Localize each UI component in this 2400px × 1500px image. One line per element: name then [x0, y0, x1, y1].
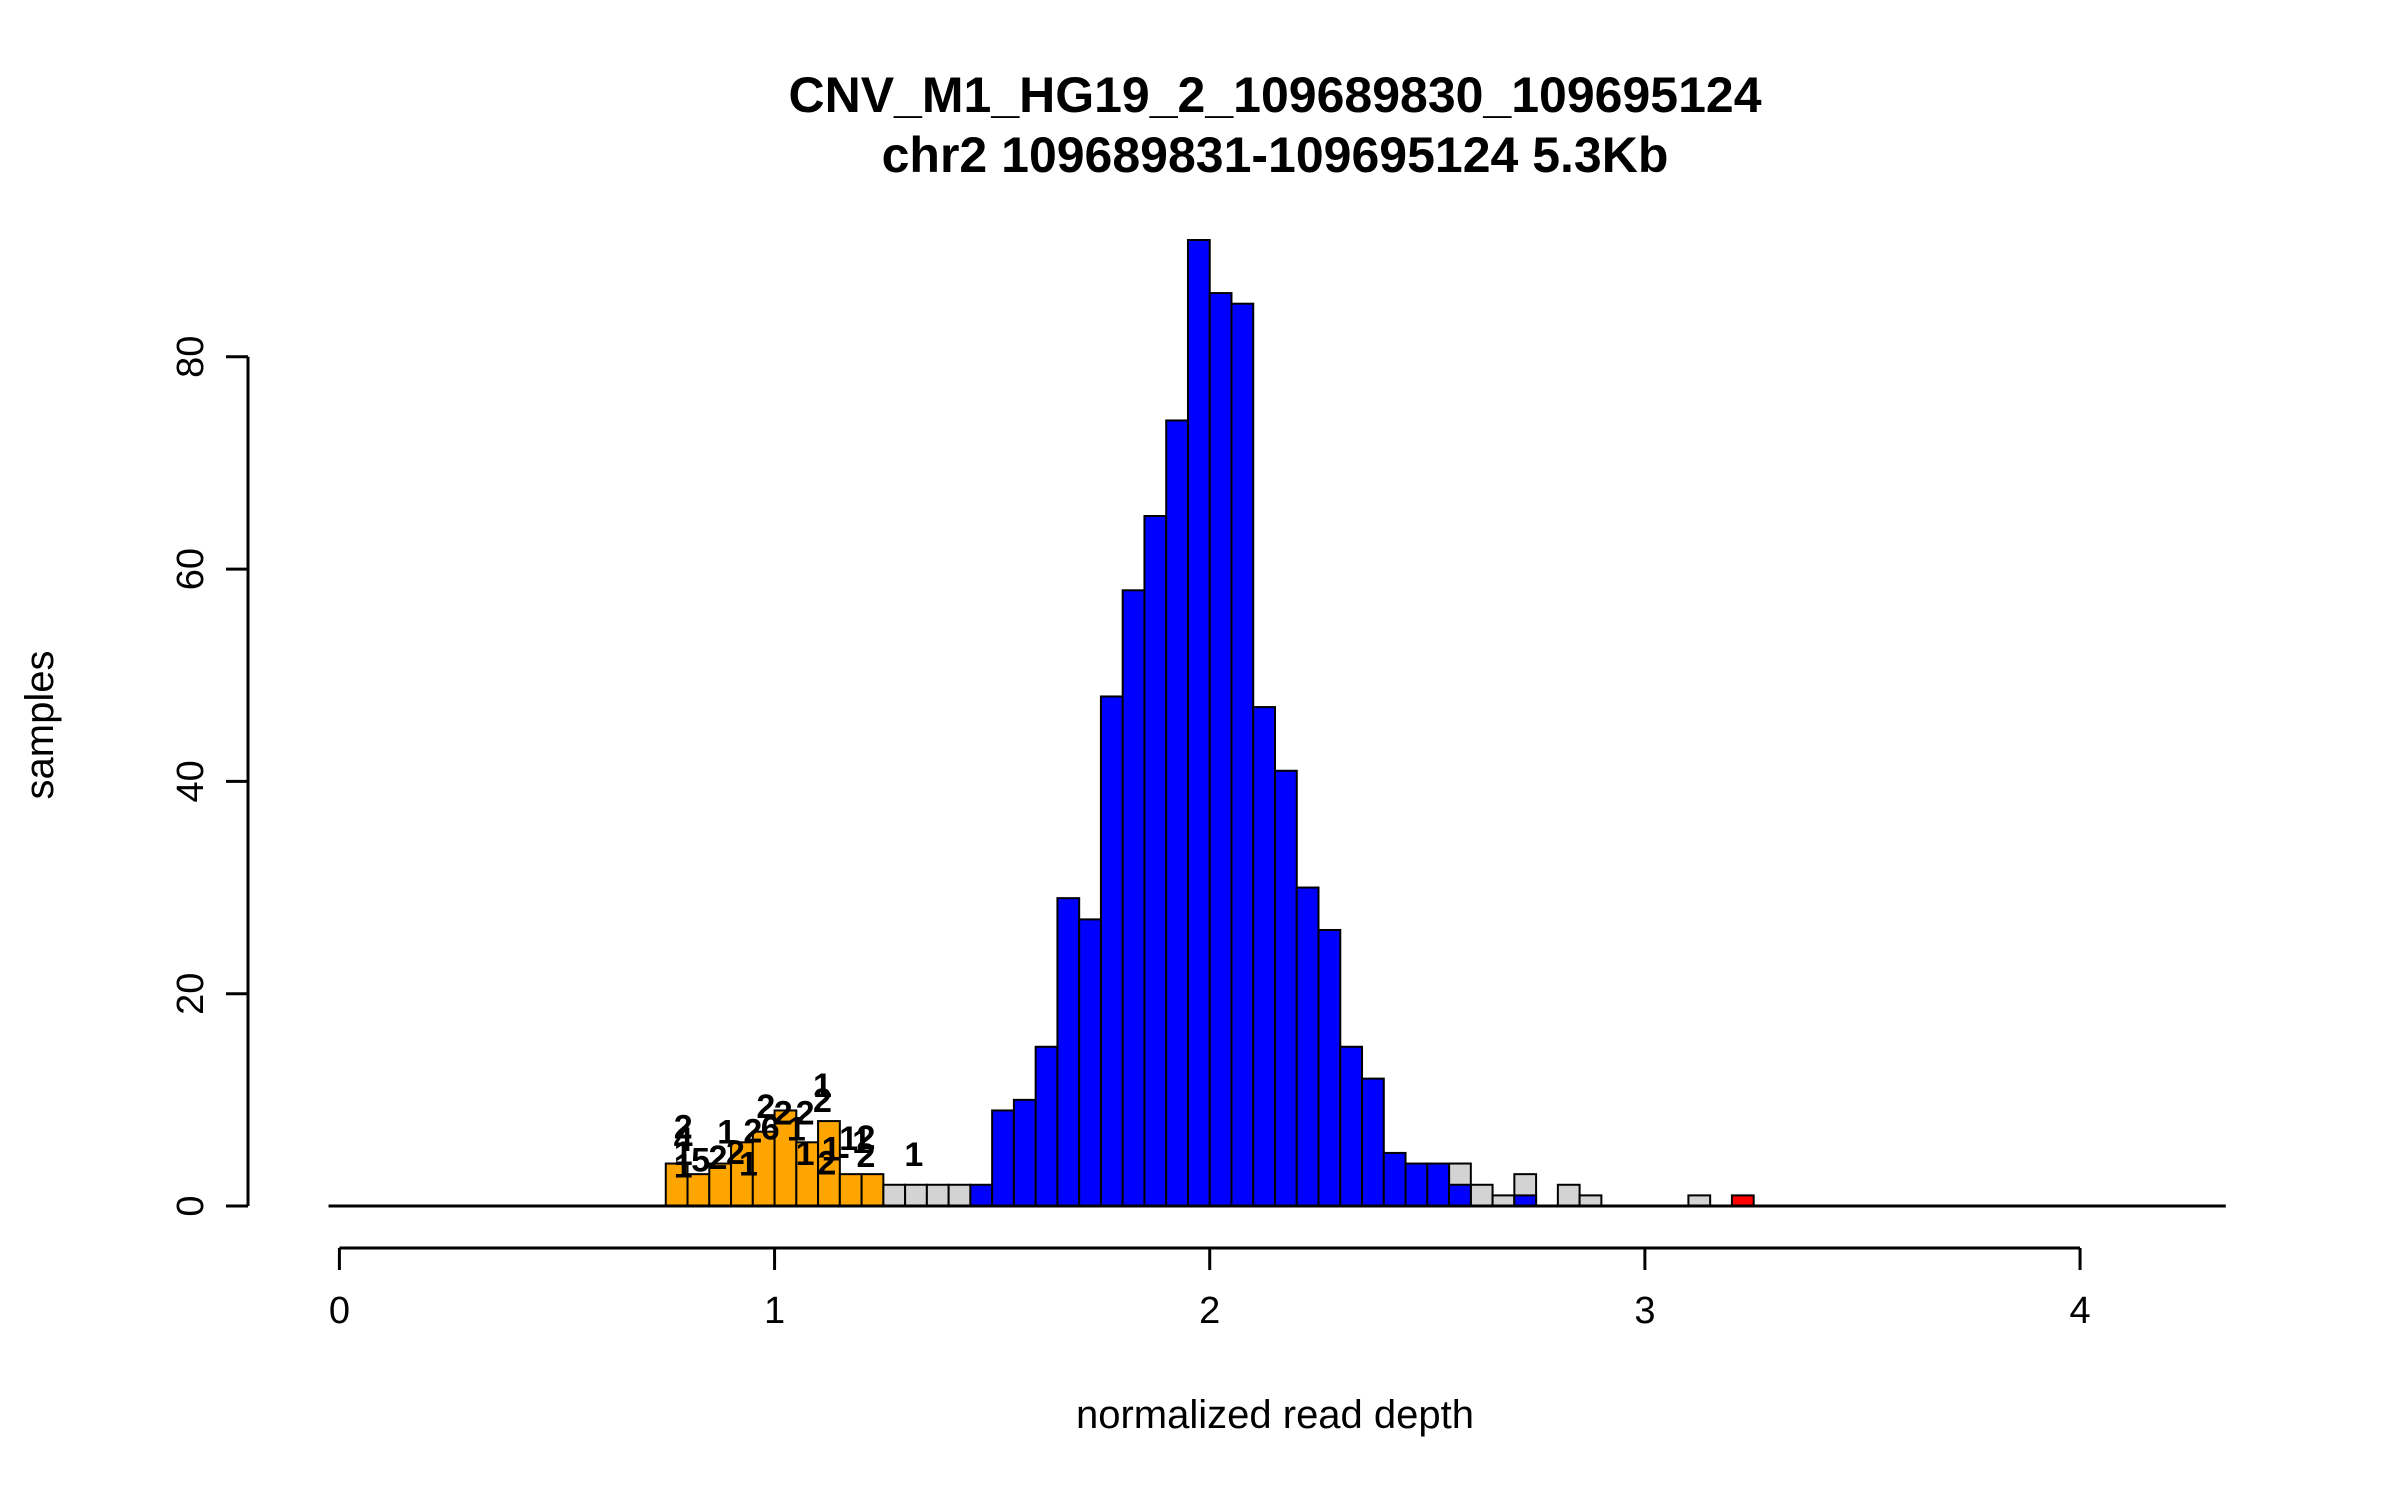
bar-normal	[1099, 695, 1124, 1207]
bar-count-label: 1	[839, 1120, 858, 1158]
bar-count-label: 1	[717, 1114, 736, 1152]
x-tick-label: 3	[1634, 1290, 1655, 1332]
bar-count-label: 2	[813, 1082, 832, 1120]
bar-uncalled	[1687, 1194, 1712, 1208]
y-tick-label: 40	[170, 760, 212, 802]
y-tick-label: 0	[170, 1195, 212, 1216]
bar-normal	[1143, 515, 1168, 1207]
bar-uncalled	[1469, 1183, 1494, 1208]
bar-normal	[1121, 589, 1146, 1207]
bar-count-label: 1	[813, 1067, 832, 1105]
bar-count-label: 4	[674, 1121, 693, 1159]
bar-uncalled	[882, 1183, 907, 1208]
bar-normal	[969, 1183, 994, 1208]
bar-normal	[1274, 769, 1298, 1207]
y-tick-label: 20	[170, 973, 212, 1015]
bar-count-label: 1	[674, 1148, 693, 1186]
bar-normal	[1230, 302, 1255, 1207]
bar-count-label: 1	[822, 1131, 841, 1169]
bar-normal	[1056, 897, 1081, 1208]
x-tick-label: 1	[764, 1290, 785, 1332]
bar-uncalled	[947, 1183, 972, 1208]
bar-count-label: 2	[856, 1137, 875, 1175]
bar-normal	[1165, 419, 1189, 1207]
bar-normal	[1078, 918, 1102, 1208]
bar-normal	[1339, 1045, 1364, 1208]
bar-count-label: 1	[787, 1111, 806, 1149]
bar-count-label: 2	[674, 1108, 693, 1146]
bar-count-label: 2	[726, 1134, 745, 1172]
bar-normal	[1186, 239, 1211, 1207]
y-axis-label: samples	[18, 651, 62, 800]
bar-uncalled	[1491, 1194, 1516, 1208]
bar-duplication	[1730, 1194, 1755, 1208]
bar-normal	[1361, 1077, 1385, 1207]
y-tick-label: 80	[170, 336, 212, 378]
bar-deletion	[838, 1173, 863, 1207]
bar-normal	[1034, 1045, 1059, 1208]
bar-normal	[1426, 1162, 1451, 1207]
bar-normal	[1382, 1151, 1407, 1208]
x-axis-label: normalized read depth	[1076, 1393, 1474, 1437]
bar-normal	[1404, 1162, 1429, 1207]
y-tick-label: 60	[170, 548, 212, 590]
bar-deletion	[860, 1173, 885, 1207]
bar-count-label: 5	[691, 1141, 710, 1179]
x-axis: 0 1 2 3 4	[329, 1246, 2091, 1332]
bar-count-label: 2	[796, 1095, 815, 1133]
bar-count-label: 2	[774, 1095, 793, 1133]
bar-count-label: 2	[709, 1139, 728, 1177]
bar-normal	[1317, 929, 1342, 1207]
x-tick-label: 4	[2069, 1290, 2090, 1332]
bar-count-label: 2	[756, 1088, 775, 1126]
bar-count-label: 1	[904, 1136, 923, 1174]
bar-normal	[1208, 292, 1233, 1208]
bar-count-label: 2	[856, 1119, 875, 1157]
bar-uncalled	[1556, 1183, 1581, 1208]
bar-normal	[991, 1109, 1015, 1208]
x-tick-label: 2	[1199, 1290, 1220, 1332]
bar-normal	[1295, 886, 1320, 1207]
bar-count-label: 1	[852, 1123, 871, 1161]
bar-count-label: 2	[817, 1144, 836, 1182]
chart-subtitle: chr2 109689831-109695124 5.3Kb	[882, 127, 1669, 183]
bar-count-label: 1	[796, 1135, 815, 1173]
bar-uncalled	[904, 1183, 928, 1208]
x-tick-label: 0	[329, 1290, 350, 1332]
bar-count-label: 1	[739, 1146, 758, 1184]
bar-count-label: -	[839, 1135, 850, 1173]
chart-title: CNV_M1_HG19_2_109689830_109695124	[788, 67, 1761, 123]
bar-count-label: 2	[743, 1113, 762, 1151]
bar-count-label: 6	[761, 1109, 780, 1147]
histogram-bars	[664, 239, 1755, 1208]
y-axis: 0 20 40 60 80	[170, 336, 250, 1217]
bar-normal	[1448, 1183, 1472, 1208]
bar-normal	[1012, 1098, 1037, 1208]
bar-normal	[1252, 706, 1277, 1207]
bar-uncalled	[1578, 1194, 1603, 1208]
bar-count-label: 1	[674, 1135, 693, 1173]
bar-uncalled	[925, 1183, 950, 1208]
bar-normal	[1513, 1194, 1538, 1208]
